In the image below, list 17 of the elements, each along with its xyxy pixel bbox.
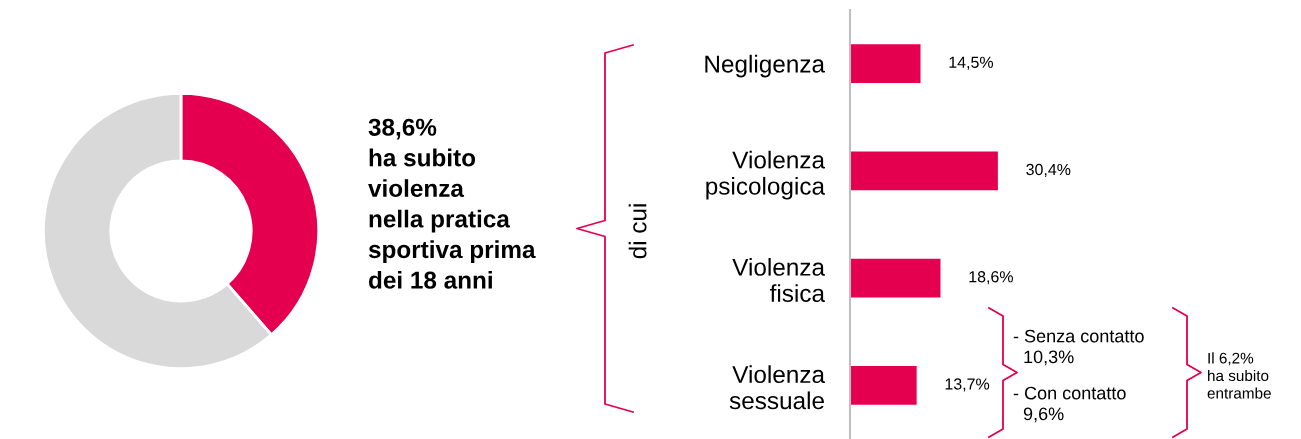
y-tick-label: Negligenza xyxy=(705,54,826,78)
bar xyxy=(850,151,998,191)
y-tick-label: Violenza psicologica xyxy=(706,150,825,200)
data-label: 30,4% xyxy=(1026,163,1071,178)
data-label: 18,6% xyxy=(969,271,1013,285)
y-tick-label: Violenza sessuale xyxy=(729,365,825,410)
text: - Senza contatto 10,3% xyxy=(1013,329,1144,366)
text: di cui xyxy=(628,204,647,259)
bar xyxy=(850,366,917,405)
y-tick-label: Violenza fisica xyxy=(732,257,825,303)
data-label: 13,7% xyxy=(945,378,990,392)
text: 38,6% ha subito violenza nella pratica sportiva prima dei 18 anni xyxy=(368,118,536,289)
text: Il 6,2% ha subito entrambe xyxy=(1207,352,1271,399)
text: - Con contatto 9,6% xyxy=(1013,386,1126,423)
bar xyxy=(850,258,941,298)
bar xyxy=(850,44,921,83)
data-label: 14,5% xyxy=(949,56,994,70)
